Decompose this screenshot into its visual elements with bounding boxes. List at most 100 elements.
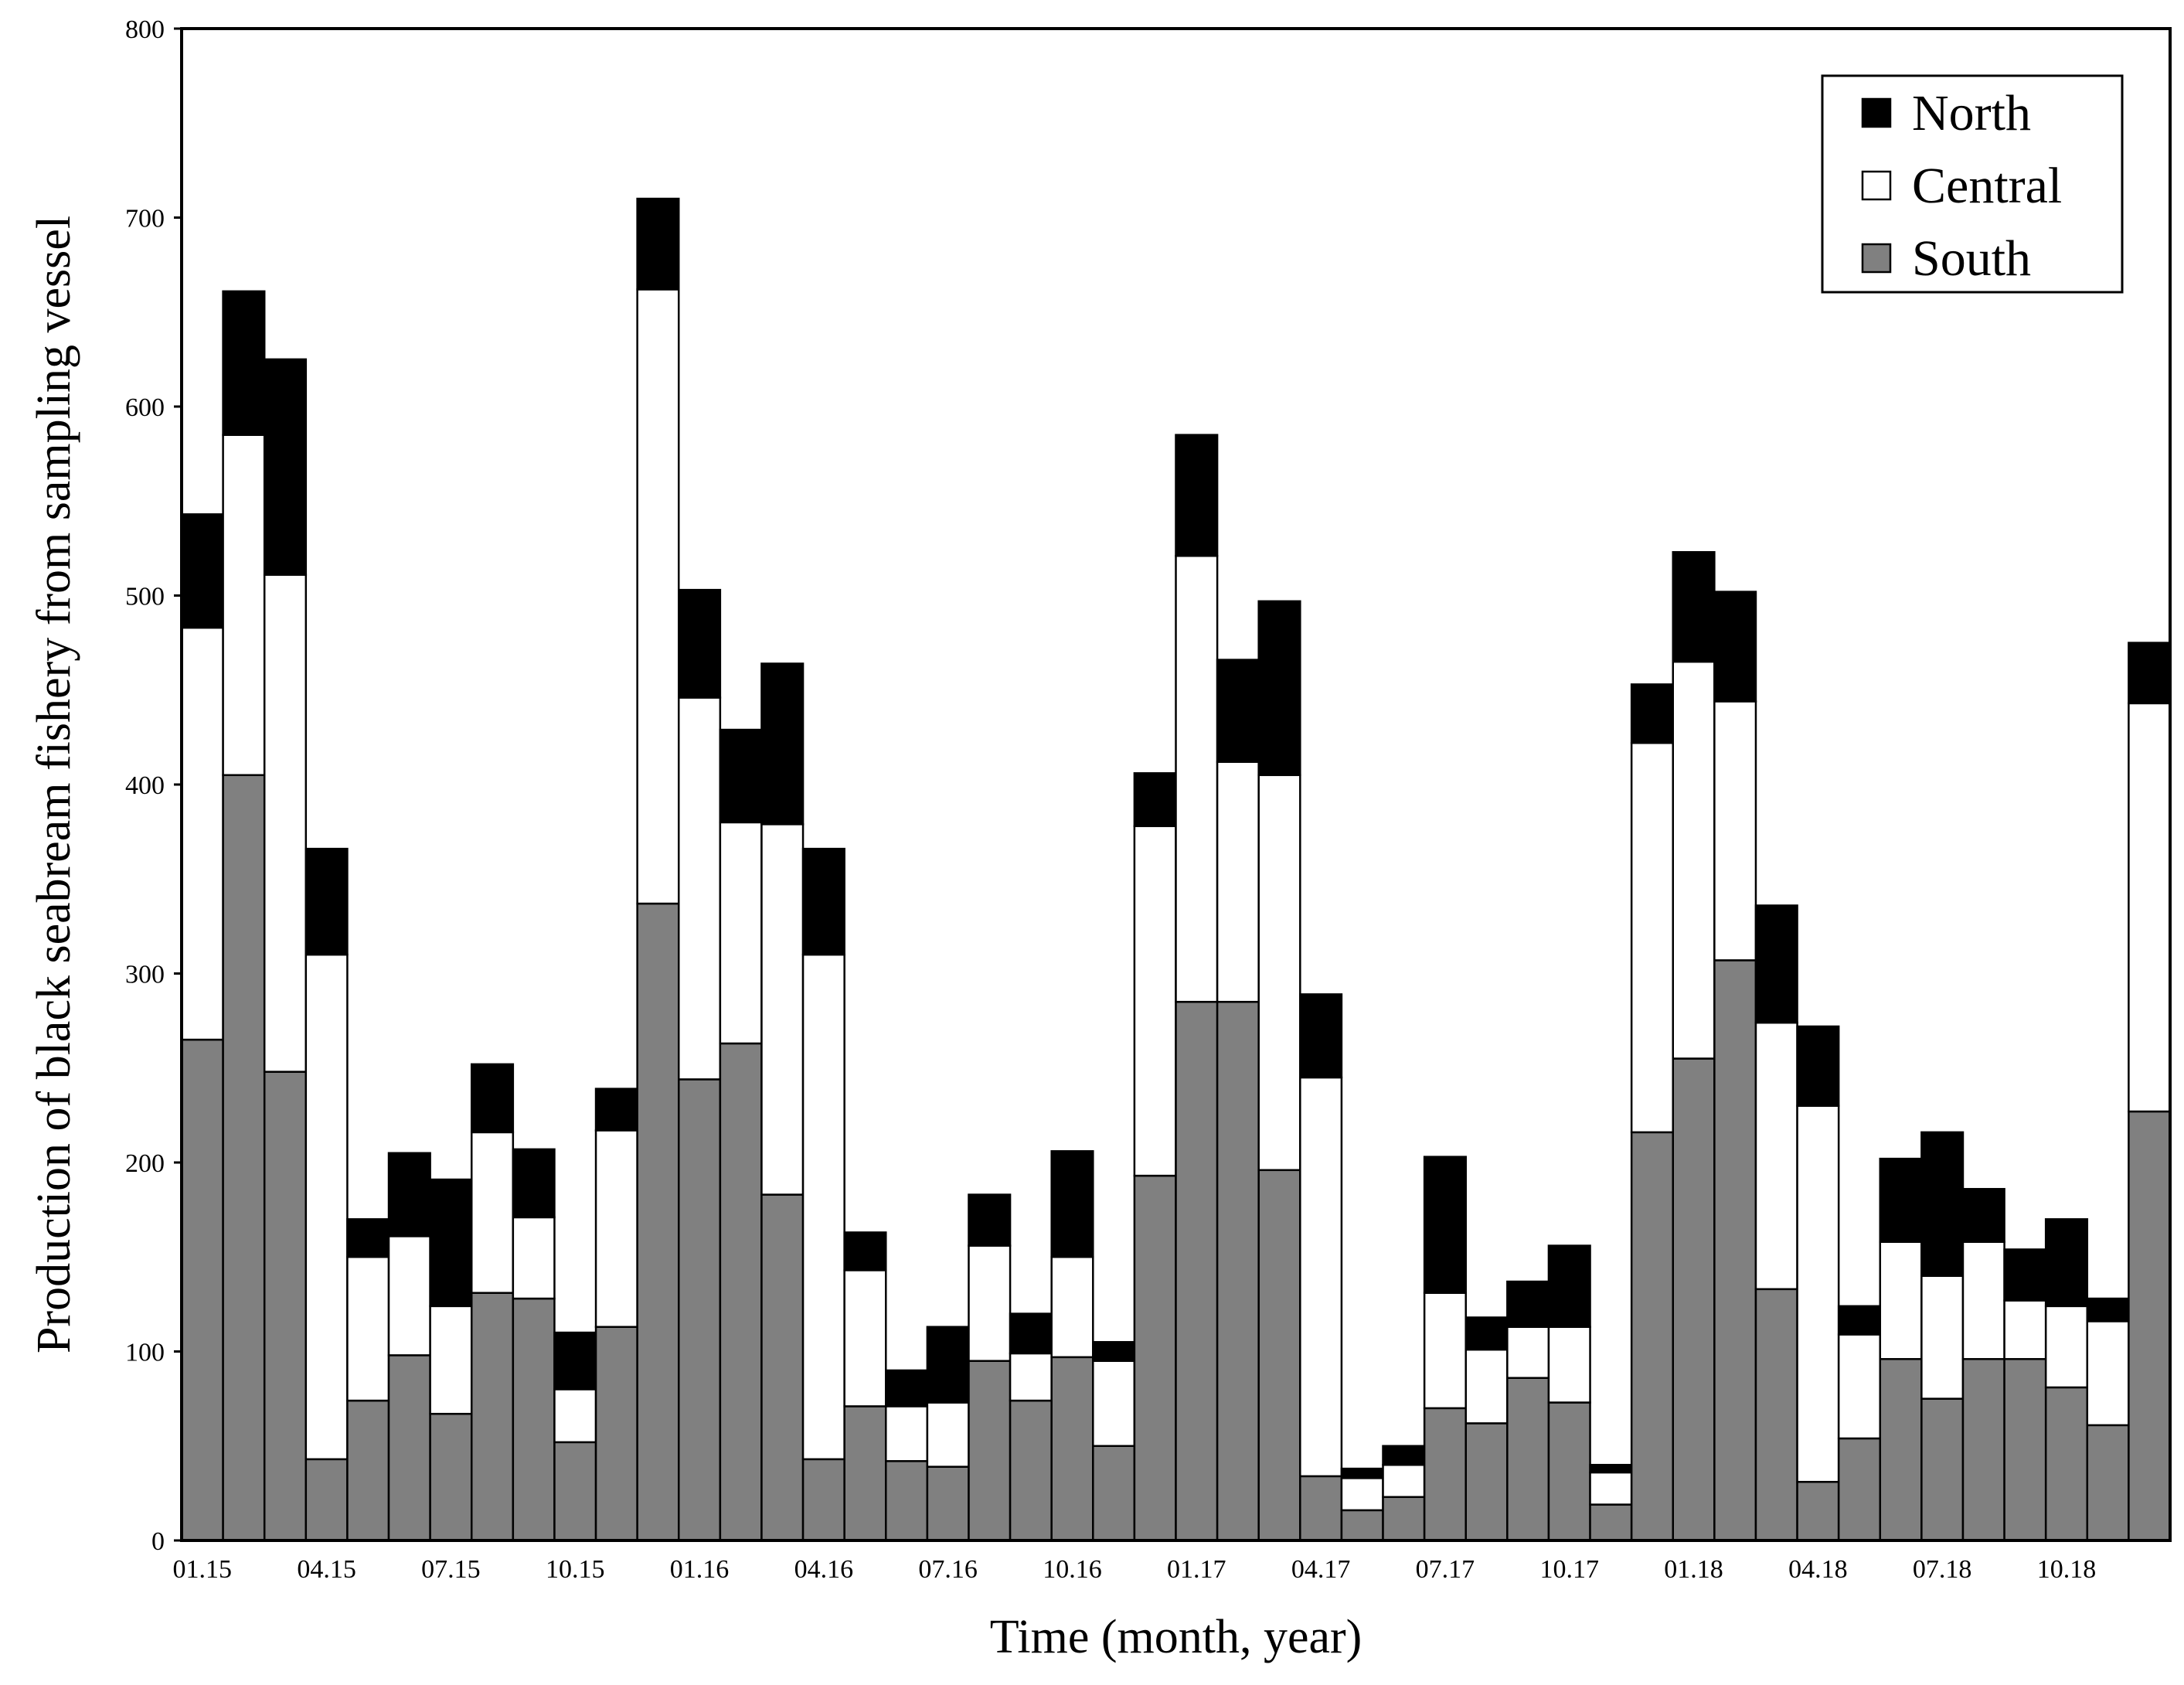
bar-south-02.18 <box>1713 959 1757 1542</box>
bar-north-03.18 <box>1754 904 1798 1024</box>
bar-south-10.15 <box>553 1441 597 1542</box>
y-tick-label: 400 <box>125 771 165 800</box>
bar-north-01.17 <box>1175 434 1219 557</box>
legend-swatch-central <box>1861 170 1892 201</box>
bar-north-02.18 <box>1713 591 1757 703</box>
y-tick-label: 0 <box>151 1527 165 1556</box>
bar-central-10.16 <box>1050 1256 1094 1359</box>
bar-north-11.17 <box>1589 1463 1633 1474</box>
x-tick-label: 04.18 <box>1788 1555 1848 1584</box>
x-tick-label: 01.15 <box>173 1555 233 1584</box>
bar-central-12.17 <box>1630 741 1674 1134</box>
bar-south-07.15 <box>429 1412 473 1542</box>
bar-north-09.17 <box>1506 1280 1550 1328</box>
bar-south-03.15 <box>263 1071 308 1542</box>
bar-north-09.15 <box>512 1148 556 1219</box>
bar-central-11.18 <box>2086 1320 2130 1427</box>
bar-north-12.15 <box>636 197 680 291</box>
bar-south-07.16 <box>926 1465 970 1542</box>
bar-central-05.18 <box>1837 1333 1882 1440</box>
bar-south-10.18 <box>2044 1386 2089 1542</box>
bar-central-06.17 <box>1382 1463 1426 1499</box>
x-tick-label: 07.15 <box>421 1555 481 1584</box>
bar-north-05.16 <box>843 1231 887 1271</box>
y-tick-label: 500 <box>125 583 165 611</box>
bar-north-08.17 <box>1465 1316 1509 1351</box>
y-axis-title: Production of black seabream fishery fro… <box>28 216 80 1353</box>
bar-north-01.18 <box>1672 551 1716 663</box>
bar-south-05.15 <box>346 1399 390 1542</box>
x-tick-label: 04.16 <box>794 1555 854 1584</box>
bar-north-06.17 <box>1382 1445 1426 1466</box>
legend-swatch-south <box>1861 243 1892 274</box>
bar-north-12.17 <box>1630 683 1674 744</box>
bar-north-07.16 <box>926 1326 970 1404</box>
bar-central-03.18 <box>1754 1021 1798 1291</box>
bar-north-10.15 <box>553 1331 597 1391</box>
legend-label-north: North <box>1912 85 2031 141</box>
bar-south-09.17 <box>1506 1377 1550 1542</box>
bar-central-11.16 <box>1092 1360 1136 1447</box>
bar-central-07.16 <box>926 1401 970 1468</box>
plot-area-frame <box>180 27 2172 1542</box>
bar-north-03.17 <box>1257 600 1301 777</box>
bar-central-01.16 <box>678 696 722 1081</box>
x-tick-label: 01.17 <box>1167 1555 1226 1584</box>
bar-central-04.17 <box>1299 1076 1343 1478</box>
bar-central-02.18 <box>1713 700 1757 962</box>
bar-central-10.15 <box>553 1388 597 1444</box>
bar-north-09.16 <box>1009 1312 1053 1355</box>
bar-north-05.15 <box>346 1218 390 1258</box>
bar-central-06.16 <box>885 1405 929 1462</box>
bar-south-11.15 <box>594 1326 638 1542</box>
bar-south-04.17 <box>1299 1475 1343 1542</box>
bar-south-06.15 <box>387 1354 431 1542</box>
bar-south-01.17 <box>1175 1000 1219 1542</box>
bar-north-03.15 <box>263 358 308 576</box>
bar-north-06.18 <box>1879 1157 1923 1243</box>
bar-south-12.15 <box>636 902 680 1542</box>
bar-north-04.17 <box>1299 993 1343 1079</box>
bar-central-07.15 <box>429 1305 473 1415</box>
legend-swatch-north <box>1861 97 1892 128</box>
bar-central-12.15 <box>636 288 680 905</box>
bar-central-11.17 <box>1589 1471 1633 1506</box>
bar-south-04.16 <box>801 1458 845 1542</box>
bar-south-06.18 <box>1879 1358 1923 1542</box>
x-tick-label: 01.18 <box>1664 1555 1723 1584</box>
bar-south-09.16 <box>1009 1399 1053 1542</box>
x-axis-title: Time (month, year) <box>990 1611 1362 1663</box>
bar-south-08.17 <box>1465 1422 1509 1542</box>
bar-north-11.16 <box>1092 1341 1136 1362</box>
bar-central-11.15 <box>594 1129 638 1328</box>
bar-central-10.18 <box>2044 1305 2089 1389</box>
y-tick-label: 300 <box>125 961 165 989</box>
bar-south-03.16 <box>760 1193 805 1542</box>
legend-label-south: South <box>1912 230 2031 287</box>
x-tick-label: 10.16 <box>1043 1555 1102 1584</box>
legend: North Central South <box>1821 74 2124 294</box>
y-tick-label: 600 <box>125 393 165 422</box>
x-tick-label: 10.15 <box>546 1555 605 1584</box>
bar-north-11.15 <box>594 1088 638 1132</box>
bar-south-08.18 <box>1961 1358 2005 1542</box>
x-tick-label: 10.18 <box>2037 1555 2097 1584</box>
bar-north-07.18 <box>1920 1131 1965 1277</box>
bar-north-10.16 <box>1050 1150 1094 1258</box>
y-axis-ticks: 0 100 200 300 400 500 600 700 800 <box>125 15 182 1556</box>
bar-south-12.18 <box>2128 1110 2172 1542</box>
bar-south-04.18 <box>1796 1480 1840 1542</box>
bar-central-01.15 <box>180 626 224 1041</box>
bar-central-06.18 <box>1879 1241 1923 1360</box>
legend-label-central: Central <box>1912 158 2062 214</box>
bar-north-03.16 <box>760 662 805 825</box>
bar-north-06.15 <box>387 1152 431 1237</box>
bar-north-08.15 <box>470 1063 515 1134</box>
bar-north-04.15 <box>304 847 349 956</box>
bar-south-07.17 <box>1423 1407 1467 1542</box>
bar-south-08.15 <box>470 1292 515 1542</box>
bar-central-01.17 <box>1175 554 1219 1003</box>
bar-central-06.15 <box>387 1235 431 1357</box>
bar-central-09.17 <box>1506 1326 1550 1379</box>
